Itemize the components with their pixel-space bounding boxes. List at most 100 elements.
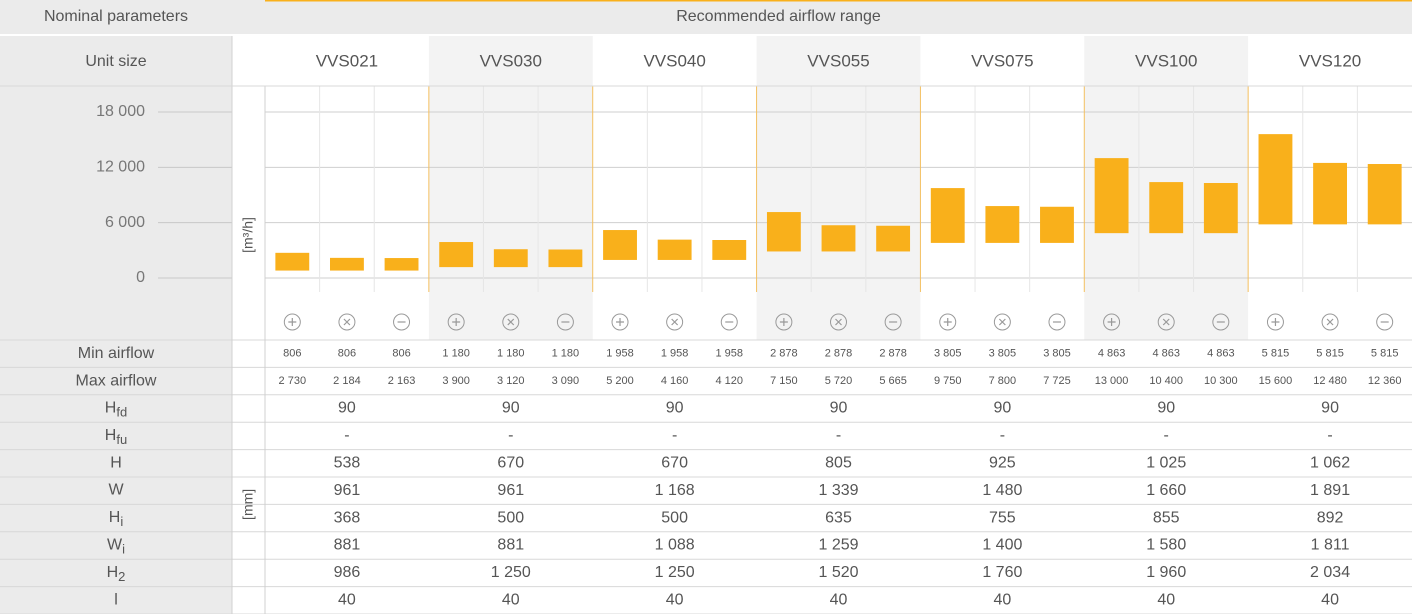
min-airflow-value: 1 958 <box>606 348 634 360</box>
max-airflow-value: 13 000 <box>1095 375 1129 387</box>
max-airflow-value: 5 720 <box>825 375 853 387</box>
airflow-icon <box>393 313 411 331</box>
y-tick-label: 18 000 <box>96 103 145 120</box>
group-bg <box>756 36 921 340</box>
parameter-value: 925 <box>989 455 1016 472</box>
parameter-value: 40 <box>1321 592 1339 609</box>
parameter-value: - <box>1000 427 1005 444</box>
unit-name: VVS120 <box>1299 51 1361 70</box>
parameter-value: 40 <box>502 592 520 609</box>
max-airflow-value: 7 725 <box>1043 375 1071 387</box>
parameter-label: l <box>114 592 118 609</box>
icon-glyph <box>671 318 679 326</box>
max-row-label: Max airflow <box>76 372 157 389</box>
min-airflow-value: 1 180 <box>552 348 580 360</box>
parameter-value: 1 025 <box>1146 455 1186 472</box>
y-unit: [m³/h] <box>240 217 256 253</box>
airflow-icon <box>611 313 629 331</box>
range-bar <box>821 225 856 252</box>
icon-ring <box>338 313 356 331</box>
icon-glyph <box>998 318 1006 326</box>
max-airflow-value: 15 600 <box>1259 375 1293 387</box>
parameter-value: 90 <box>1321 400 1339 417</box>
parameter-label: W <box>108 482 124 499</box>
parameter-label: Hfu <box>105 427 127 447</box>
icon-ring <box>775 313 793 331</box>
parameter-symbol: H <box>107 564 119 581</box>
group-bg <box>428 36 593 340</box>
icon-ring <box>884 313 902 331</box>
icon-ring <box>1321 313 1339 331</box>
icon-glyph <box>1326 318 1334 326</box>
range-bar <box>329 257 364 271</box>
icon-ring <box>393 313 411 331</box>
parameter-value: 1 480 <box>982 482 1022 499</box>
icon-glyph <box>288 318 297 326</box>
parameter-value: 500 <box>497 509 524 526</box>
range-bar <box>712 240 747 260</box>
parameter-value: 881 <box>497 537 524 554</box>
parameter-value: 1 660 <box>1146 482 1186 499</box>
airflow-icon <box>283 313 301 331</box>
icon-ring <box>993 313 1011 331</box>
airflow-icon <box>502 313 520 331</box>
airflow-icon <box>1376 313 1394 331</box>
range-bar <box>384 258 419 271</box>
min-airflow-value: 3 805 <box>989 348 1017 360</box>
unit-name: VVS040 <box>643 51 705 70</box>
min-airflow-value: 4 863 <box>1152 348 1180 360</box>
parameter-value: 1 760 <box>982 564 1022 581</box>
parameter-subscript: fu <box>116 432 127 447</box>
range-bar <box>1040 206 1074 243</box>
parameter-symbol: l <box>114 592 118 609</box>
parameter-value: 1 088 <box>655 537 695 554</box>
max-airflow-value: 10 300 <box>1204 375 1238 387</box>
range-bar <box>275 252 310 271</box>
range-bar <box>930 188 965 243</box>
max-airflow-value: 12 360 <box>1368 375 1402 387</box>
parameter-value: - <box>344 427 349 444</box>
parameter-label: H2 <box>107 564 126 584</box>
max-airflow-value: 3 120 <box>497 375 525 387</box>
min-airflow-value: 5 815 <box>1262 348 1290 360</box>
parameter-value: 986 <box>334 564 361 581</box>
airflow-icon <box>338 313 356 331</box>
min-airflow-value: 2 878 <box>879 348 907 360</box>
dimension-unit: [mm] <box>240 489 256 520</box>
min-airflow-value: 1 958 <box>661 348 689 360</box>
range-bar <box>1367 164 1402 225</box>
parameter-value: 1 168 <box>655 482 695 499</box>
min-row-label: Min airflow <box>78 345 155 362</box>
parameter-value: 90 <box>993 400 1011 417</box>
min-airflow-value: 1 958 <box>715 348 743 360</box>
airflow-icon <box>1103 313 1121 331</box>
range-bar <box>493 249 528 268</box>
range-bar <box>876 225 911 252</box>
max-airflow-value: 7 150 <box>770 375 798 387</box>
airflow-icon <box>939 313 957 331</box>
range-bar <box>1094 158 1129 234</box>
airflow-icon <box>1048 313 1066 331</box>
parameter-value: 90 <box>502 400 520 417</box>
icon-glyph <box>943 318 952 326</box>
min-airflow-value: 4 863 <box>1098 348 1126 360</box>
parameter-value: 1 250 <box>491 564 531 581</box>
icon-ring <box>1266 313 1284 331</box>
icon-ring <box>830 313 847 331</box>
parameter-value: 40 <box>993 592 1011 609</box>
min-airflow-value: 806 <box>392 348 410 360</box>
range-bar <box>766 212 801 252</box>
icon-glyph <box>835 318 842 326</box>
parameter-value: 635 <box>825 509 852 526</box>
range-bar <box>1149 182 1184 234</box>
icon-glyph <box>1271 318 1280 326</box>
max-airflow-value: 2 730 <box>279 375 307 387</box>
parameter-value: 892 <box>1317 509 1344 526</box>
max-airflow-value: 4 160 <box>661 375 689 387</box>
max-airflow-value: 3 900 <box>442 375 470 387</box>
unit-name: VVS100 <box>1135 51 1197 70</box>
parameter-value: 961 <box>334 482 361 499</box>
icon-ring <box>502 313 520 331</box>
parameter-label: Hfd <box>105 400 127 420</box>
